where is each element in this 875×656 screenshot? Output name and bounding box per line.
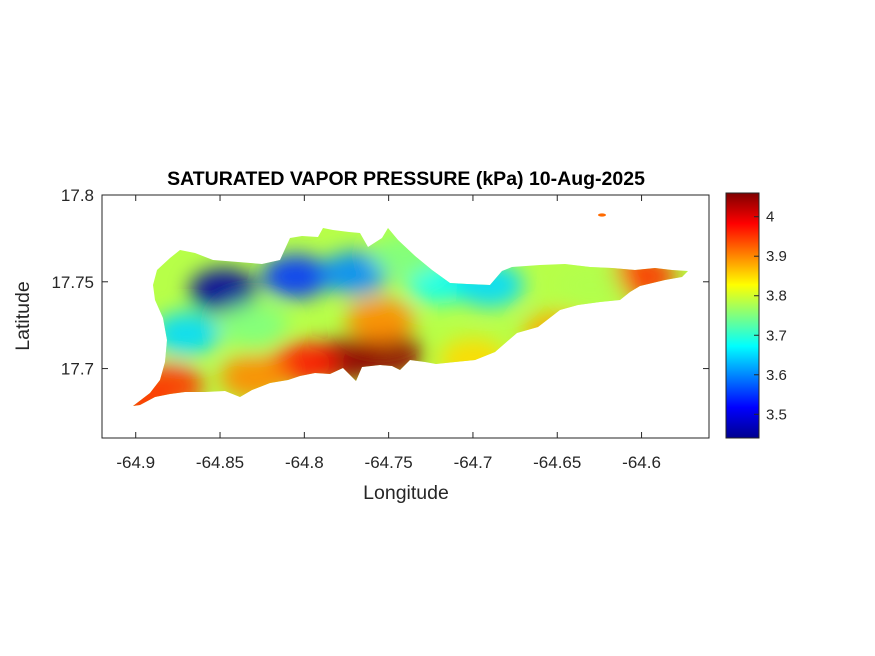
colorbar-tick-label: 3.5 bbox=[766, 406, 787, 423]
y-tick-label: 17.8 bbox=[61, 186, 94, 205]
x-tick-label: -64.75 bbox=[365, 453, 413, 472]
field-value-blob bbox=[346, 297, 415, 342]
x-tick-label: -64.9 bbox=[116, 453, 155, 472]
x-axis-label: Longitude bbox=[363, 482, 449, 504]
colorbar-gradient bbox=[725, 192, 760, 439]
y-tick-label: 17.7 bbox=[61, 360, 94, 379]
colorbar-tick-label: 4 bbox=[766, 209, 774, 226]
colorbar-ticks: 3.5 3.6 3.7 3.8 3.9 4 bbox=[754, 209, 787, 423]
field-value-blob bbox=[556, 263, 625, 308]
islet bbox=[598, 213, 606, 217]
colorbar-tick-label: 3.9 bbox=[766, 248, 787, 265]
y-axis-ticks: 17.7 17.75 17.8 bbox=[51, 186, 709, 379]
chart-title: SATURATED VAPOR PRESSURE (kPa) 10-Aug-20… bbox=[167, 168, 645, 190]
x-tick-label: -64.85 bbox=[196, 453, 244, 472]
x-tick-label: -64.6 bbox=[622, 453, 661, 472]
field-value-blob bbox=[219, 303, 288, 348]
colorbar-tick-label: 3.8 bbox=[766, 288, 787, 305]
field-value-blob bbox=[261, 254, 330, 299]
field-value-blob bbox=[152, 311, 221, 356]
y-tick-label: 17.75 bbox=[51, 273, 94, 292]
x-axis-ticks: -64.9 -64.85 -64.8 -64.75 -64.7 -64.65 -64.6 bbox=[116, 195, 661, 472]
x-tick-label: -64.7 bbox=[454, 453, 493, 472]
colorbar: 3.5 3.6 3.7 3.8 3.9 4 bbox=[725, 192, 787, 439]
x-tick-label: -64.8 bbox=[285, 453, 324, 472]
y-axis-label: Latitude bbox=[12, 281, 34, 350]
field-value-blob bbox=[189, 268, 258, 313]
x-tick-label: -64.65 bbox=[533, 453, 581, 472]
field-value-blob bbox=[320, 251, 389, 296]
axes-frame bbox=[101, 194, 710, 439]
colorbar-tick-label: 3.6 bbox=[766, 367, 787, 384]
colorbar-tick-label: 3.7 bbox=[766, 327, 787, 344]
